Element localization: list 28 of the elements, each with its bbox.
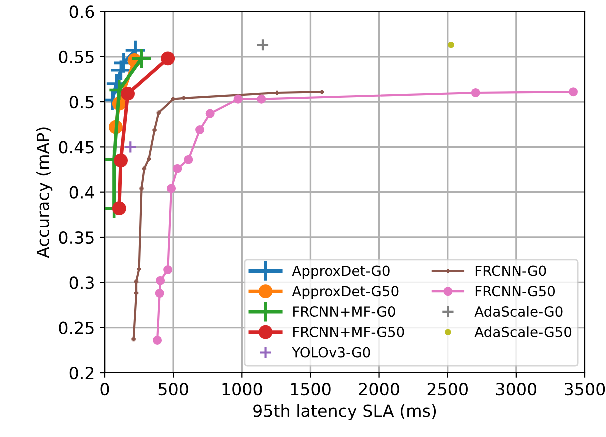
y-tick-label: 0.2 bbox=[70, 366, 94, 380]
y-tick-label: 0.6 bbox=[70, 6, 94, 18]
x-axis-title: 95th latency SLA (ms) bbox=[254, 404, 436, 421]
x-tick-label: 2000 bbox=[359, 383, 400, 396]
y-tick-label: 0.45 bbox=[59, 141, 94, 154]
y-tick-label: 0.55 bbox=[59, 50, 94, 64]
x-tick-label: 1500 bbox=[291, 383, 331, 396]
legend-label: FRCNN+MF-G0 bbox=[294, 306, 396, 318]
x-tick-label: 0 bbox=[100, 383, 110, 396]
legend-label: ApproxDet-G0 bbox=[292, 266, 390, 279]
x-tick-label: 3500 bbox=[565, 383, 606, 396]
y-axis-title: Accuracy (mAP) bbox=[36, 128, 53, 258]
x-tick-label: 2500 bbox=[428, 383, 468, 396]
legend-label: YOLOv3-G0 bbox=[292, 347, 370, 358]
legend-label: AdaScale-G50 bbox=[474, 326, 572, 338]
legend-label: ApproxDet-G50 bbox=[292, 286, 399, 300]
y-tick-label: 0.25 bbox=[59, 322, 94, 334]
x-tick-label: 1000 bbox=[222, 383, 262, 396]
legend-label: FRCNN+MF-G50 bbox=[294, 326, 404, 338]
x-tick-label: 500 bbox=[158, 383, 188, 396]
legend-label: FRCNN-G50 bbox=[476, 286, 556, 297]
y-tick-label: 0.3 bbox=[70, 276, 94, 290]
x-tick-label: 3000 bbox=[496, 383, 537, 396]
y-tick-label: 0.5 bbox=[70, 96, 94, 109]
legend-label: AdaScale-G0 bbox=[474, 306, 563, 318]
legend-label: FRCNN-G0 bbox=[476, 266, 546, 276]
y-tick-label: 0.4 bbox=[70, 186, 94, 199]
y-tick-label: 0.35 bbox=[59, 231, 94, 244]
